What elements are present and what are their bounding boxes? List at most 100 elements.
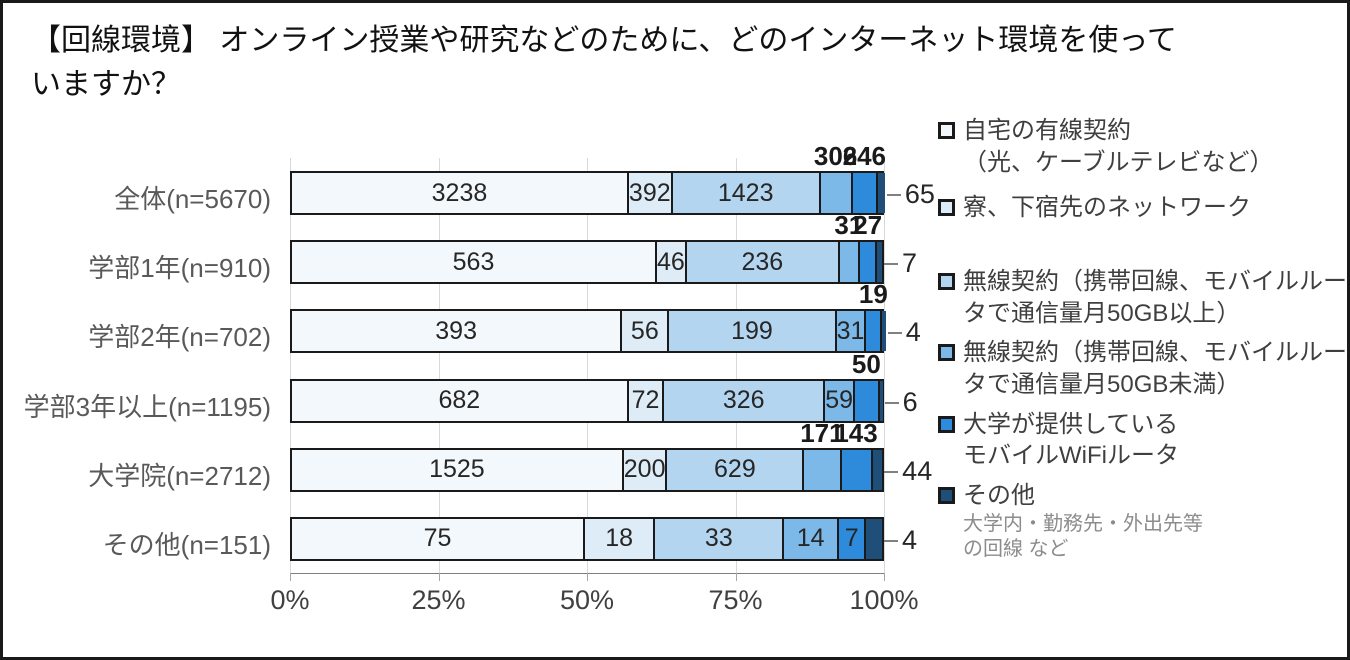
bar-row: 393 56 199 31 19 4 — [290, 279, 921, 354]
gridline — [587, 158, 588, 573]
bar-segment: 200 — [623, 449, 668, 490]
segment-value-label: 18 — [605, 524, 634, 553]
bar-segment: 171 — [800, 418, 844, 490]
legend-label: 無線契約（携帯回線、モバイルルー タで通信量月50GB以上） — [963, 268, 1347, 327]
bar-segment: 1423 — [672, 173, 821, 213]
legend-item[interactable]: 無線契約（携帯回線、モバイルルー タで通信量月50GB未満） — [938, 337, 1348, 400]
segment-value-outside: 4 — [905, 317, 921, 348]
bar-segment: 6 — [879, 380, 918, 421]
bar-segment: 306 — [814, 141, 857, 213]
segment-value-outside: 6 — [902, 386, 918, 417]
legend-item[interactable]: 自宅の有線契約 （光、ケーブルテレビなど） — [938, 115, 1348, 178]
segment-value-label: 629 — [714, 455, 756, 484]
segment-value-label: 46 — [657, 247, 685, 276]
segment-value-callout: 31 — [834, 210, 864, 241]
segment-value-callout: 27 — [853, 210, 883, 241]
bar-row: 563 46 236 31 27 7 — [290, 210, 917, 285]
segment-value-label: 1525 — [429, 455, 485, 484]
stacked-bar: 75 18 33 14 7 4 — [290, 516, 917, 561]
legend-item[interactable]: 寮、下宿先のネットワーク — [938, 192, 1348, 224]
segment-value-label: 72 — [631, 386, 660, 414]
leader-line — [883, 263, 898, 266]
category-label: 学部3年以上(n=1195) — [23, 391, 271, 422]
segment-value-callout: 306 — [813, 141, 858, 171]
x-axis-tick-label: 75% — [708, 585, 763, 615]
bar-segment: 392 — [628, 173, 673, 213]
bar-segment: 563 — [292, 242, 658, 283]
x-axis-tick — [438, 573, 440, 581]
stacked-bar: 682 72 326 59 50 6 — [290, 349, 918, 423]
bar-segment: 246 — [843, 141, 886, 213]
segment-value-outside: 7 — [901, 248, 917, 279]
segment-value-callout: 143 — [834, 417, 878, 448]
bar-segment: 44 — [872, 449, 932, 490]
bar-segment: 31 — [836, 311, 867, 352]
legend-item[interactable]: その他 大学内・勤務先・外出先等 の回線 など — [938, 480, 1348, 562]
segment-value-label: 236 — [741, 247, 784, 276]
x-axis-tick — [587, 573, 588, 581]
segment-value-label: 59 — [825, 386, 854, 414]
segment-value-label: 3238 — [431, 178, 488, 207]
stacked-bar: 563 46 236 31 27 7 — [290, 210, 917, 285]
x-axis-tick-label: 50% — [559, 585, 615, 615]
legend-label: 寮、下宿先のネットワーク — [963, 194, 1251, 222]
segment-value-label: 14 — [796, 524, 825, 553]
x-axis-tick — [290, 573, 291, 581]
legend-label: その他 — [963, 482, 1035, 510]
segment-value-label: 563 — [452, 247, 495, 276]
category-label: 全体(n=5670) — [114, 184, 271, 214]
plot-area: 3238 392 1423 306 246 65 563 46 236 31 27 7 393 56 199… — [290, 141, 935, 573]
segment-value-label: 75 — [423, 524, 452, 553]
segment-value-callout: 246 — [842, 141, 887, 171]
segment-value-label: 56 — [630, 316, 659, 345]
bar-segment: 236 — [686, 242, 840, 283]
segment-value-label: 392 — [628, 178, 671, 207]
bar-row: 682 72 326 59 50 6 — [290, 349, 918, 423]
leader-line — [883, 539, 898, 542]
x-axis-tick-label: 0% — [270, 585, 310, 615]
legend-item[interactable]: 大学が提供している モバイルWiFiルータ — [938, 409, 1348, 472]
bar-segment: 326 — [664, 380, 826, 421]
legend-swatch-icon — [938, 415, 955, 433]
bar-segment: 14 — [784, 518, 839, 559]
segment-value-label: 200 — [623, 455, 666, 484]
category-label: その他(n=151) — [102, 529, 271, 560]
gridline — [735, 158, 737, 573]
category-label: 学部2年(n=702) — [88, 322, 271, 353]
legend-item[interactable]: 無線契約（携帯回線、モバイルルー タで通信量月50GB以上） — [938, 266, 1348, 329]
x-axis-tick — [884, 573, 885, 581]
legend-label: 自宅の有線契約 （光、ケーブルテレビなど） — [963, 117, 1274, 176]
leader-line — [887, 332, 902, 335]
bar-segment: 4 — [882, 311, 921, 352]
chart-legend: 自宅の有線契約 （光、ケーブルテレビなど） 寮、下宿先のネットワーク無線契約（携帯… — [938, 115, 1348, 562]
legend-swatch-icon — [938, 199, 955, 217]
segment-value-outside: 44 — [902, 455, 933, 486]
bar-segment: 4 — [866, 518, 917, 559]
segment-value-outside: 4 — [901, 524, 917, 555]
gridline — [884, 158, 885, 573]
segment-value-label: 31 — [836, 316, 865, 345]
bar-segment: 199 — [669, 311, 837, 352]
x-axis-tick — [735, 573, 737, 581]
bar-segment: 31 — [834, 210, 863, 283]
bar-segment: 33 — [655, 518, 785, 559]
bar-segment: 7 — [877, 242, 917, 283]
bar-segment: 50 — [852, 349, 881, 421]
segment-value-label: 1423 — [717, 178, 774, 207]
bar-segment: 7 — [838, 518, 867, 559]
bar-row: 75 18 33 14 7 4 — [290, 516, 917, 561]
bar-segment: 1525 — [292, 449, 624, 490]
legend-swatch-icon — [938, 122, 955, 139]
category-label: 大学院(n=2712) — [88, 460, 271, 491]
bar-segment: 72 — [628, 380, 665, 421]
segment-value-callout: 50 — [851, 348, 881, 379]
gridline — [290, 158, 291, 573]
bar-segment: 46 — [657, 242, 687, 283]
bar-segment: 56 — [622, 311, 670, 352]
leader-line — [886, 194, 901, 196]
segment-value-outside: 65 — [904, 179, 935, 209]
bar-segment: 19 — [859, 279, 888, 352]
legend-swatch-icon — [938, 344, 955, 362]
stacked-bar: 393 56 199 31 19 4 — [290, 279, 921, 354]
bar-segment: 65 — [878, 173, 935, 213]
